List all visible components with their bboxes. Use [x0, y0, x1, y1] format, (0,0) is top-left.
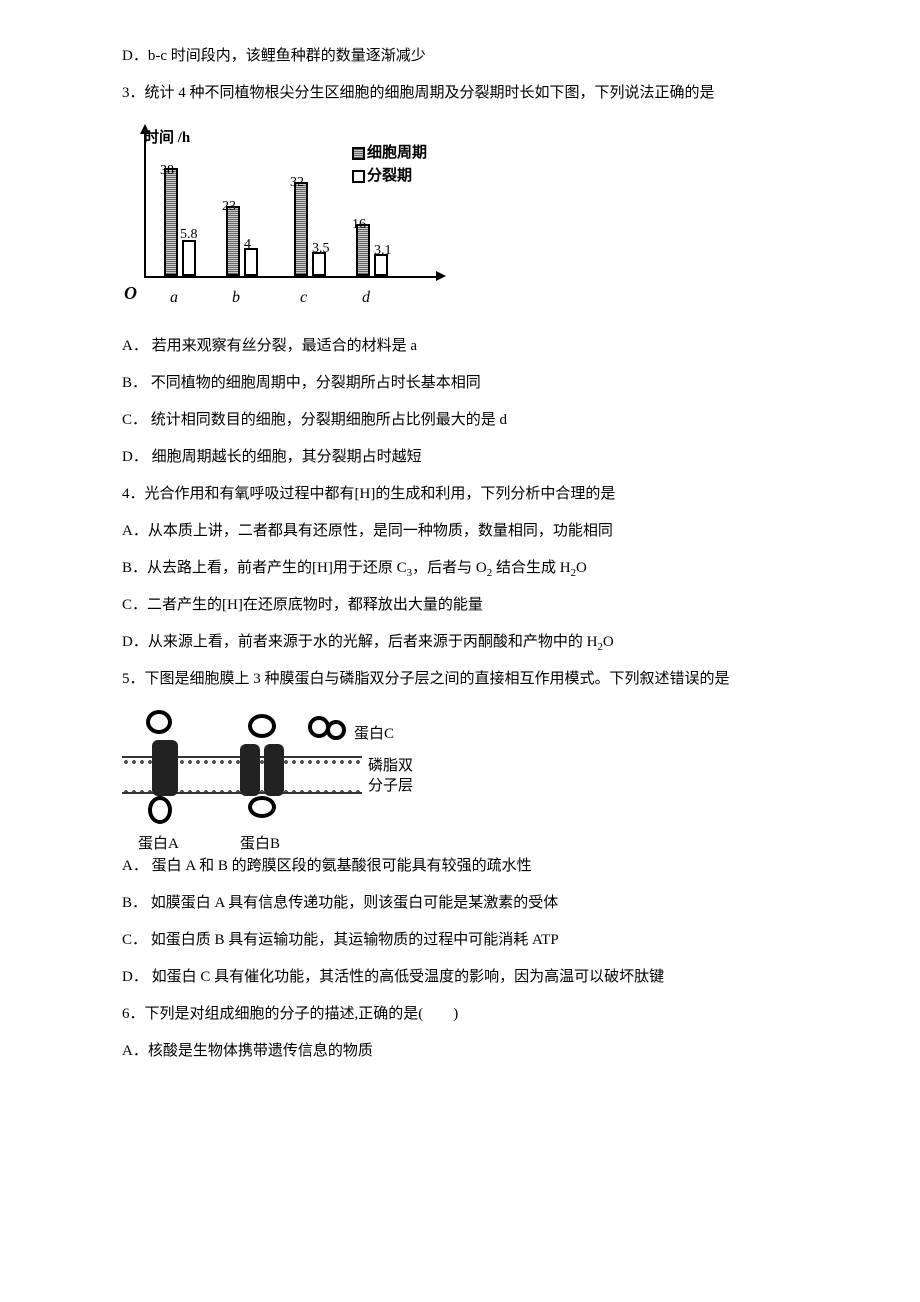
q3-option-a: A． 若用来观察有丝分裂，最适合的材料是 a [122, 330, 802, 363]
protein-a-icon [152, 740, 178, 796]
protein-b-top-loop-icon [248, 714, 276, 738]
q6-option-a: A．核酸是生物体携带遗传信息的物质 [122, 1035, 802, 1068]
legend-label-div: 分裂期 [367, 168, 412, 184]
protein-c-loop2-icon [326, 720, 346, 740]
bar-label-cycle-d: 16 [352, 210, 366, 241]
x-axis-arrow-icon [436, 271, 446, 281]
q4-option-b: B．从去路上看，前者产生的[H]用于还原 C3，后者与 O2 结合生成 H2O [122, 552, 802, 585]
q4-option-c: C．二者产生的[H]在还原底物时，都释放出大量的能量 [122, 589, 802, 622]
bar-label-div-c: 3.5 [312, 234, 330, 265]
x-label-d: d [362, 280, 370, 315]
q3-stem: 3．统计 4 种不同植物根尖分生区细胞的细胞周期及分裂期时长如下图，下列说法正确… [122, 77, 802, 110]
bar-label-cycle-a: 38 [160, 156, 174, 187]
y-axis-label: 时间 /h [144, 122, 190, 155]
q5-stem: 5．下图是细胞膜上 3 种膜蛋白与磷脂双分子层之间的直接相互作用模式。下列叙述错… [122, 663, 802, 696]
label-protein-a: 蛋白A [138, 828, 179, 861]
label-protein-c: 蛋白C [354, 718, 394, 751]
x-label-c: c [300, 280, 307, 315]
label-protein-b: 蛋白B [240, 828, 280, 861]
q3-option-c: C． 统计相同数目的细胞，分裂期细胞所占比例最大的是 d [122, 404, 802, 437]
bar-label-cycle-c: 32 [290, 168, 304, 199]
q5-option-c: C． 如蛋白质 B 具有运输功能，其运输物质的过程中可能消耗 ATP [122, 924, 802, 957]
q4-option-d: D．从来源上看，前者来源于水的光解，后者来源于丙酮酸和产物中的 H2O [122, 626, 802, 659]
bar-label-div-b: 4 [244, 230, 251, 261]
protein-b1-icon [240, 744, 260, 796]
bar-label-div-a: 5.8 [180, 220, 198, 251]
q5-option-b: B． 如膜蛋白 A 具有信息传递功能，则该蛋白可能是某激素的受体 [122, 887, 802, 920]
protein-b-bottom-loop-icon [248, 796, 276, 818]
protein-a-top-loop-icon [146, 710, 172, 734]
q4-stem: 4．光合作用和有氧呼吸过程中都有[H]的生成和利用，下列分析中合理的是 [122, 478, 802, 511]
bar-label-div-d: 3.1 [374, 236, 392, 267]
q5-option-d: D． 如蛋白 C 具有催化功能，其活性的高低受温度的影响，因为高温可以破坏肽键 [122, 961, 802, 994]
q5-option-a: A． 蛋白 A 和 B 的跨膜区段的氨基酸很可能具有较强的疏水性 [122, 850, 802, 883]
bar-label-cycle-b: 23 [222, 192, 236, 223]
q4-option-a: A．从本质上讲，二者都具有还原性，是同一种物质，数量相同，功能相同 [122, 515, 802, 548]
q6-stem: 6．下列是对组成细胞的分子的描述,正确的是( ) [122, 998, 802, 1031]
q2-option-d: D．b-c 时间段内，该鲤鱼种群的数量逐渐减少 [122, 40, 802, 73]
label-bilayer-2: 分子层 [368, 770, 413, 803]
legend-swatch-cycle-icon [352, 147, 365, 160]
q3-chart: 时间 /h O 38 5.8 a 23 4 b 32 3.5 c 16 3.1 … [122, 120, 462, 310]
q5-diagram: 蛋白C 磷脂双 分子层 蛋白A 蛋白B [122, 700, 432, 850]
origin-label: O [124, 274, 137, 314]
protein-b2-icon [264, 744, 284, 796]
chart-legend: 细胞周期 分裂期 [352, 142, 427, 187]
legend-label-cycle: 细胞周期 [367, 145, 427, 161]
legend-swatch-div-icon [352, 170, 365, 183]
protein-a-bottom-loop-icon [148, 796, 172, 824]
q3-option-b: B． 不同植物的细胞周期中，分裂期所占时长基本相同 [122, 367, 802, 400]
y-axis [144, 132, 146, 278]
q3-option-d: D． 细胞周期越长的细胞，其分裂期占时越短 [122, 441, 802, 474]
x-axis [144, 276, 440, 278]
x-label-a: a [170, 280, 178, 315]
x-label-b: b [232, 280, 240, 315]
